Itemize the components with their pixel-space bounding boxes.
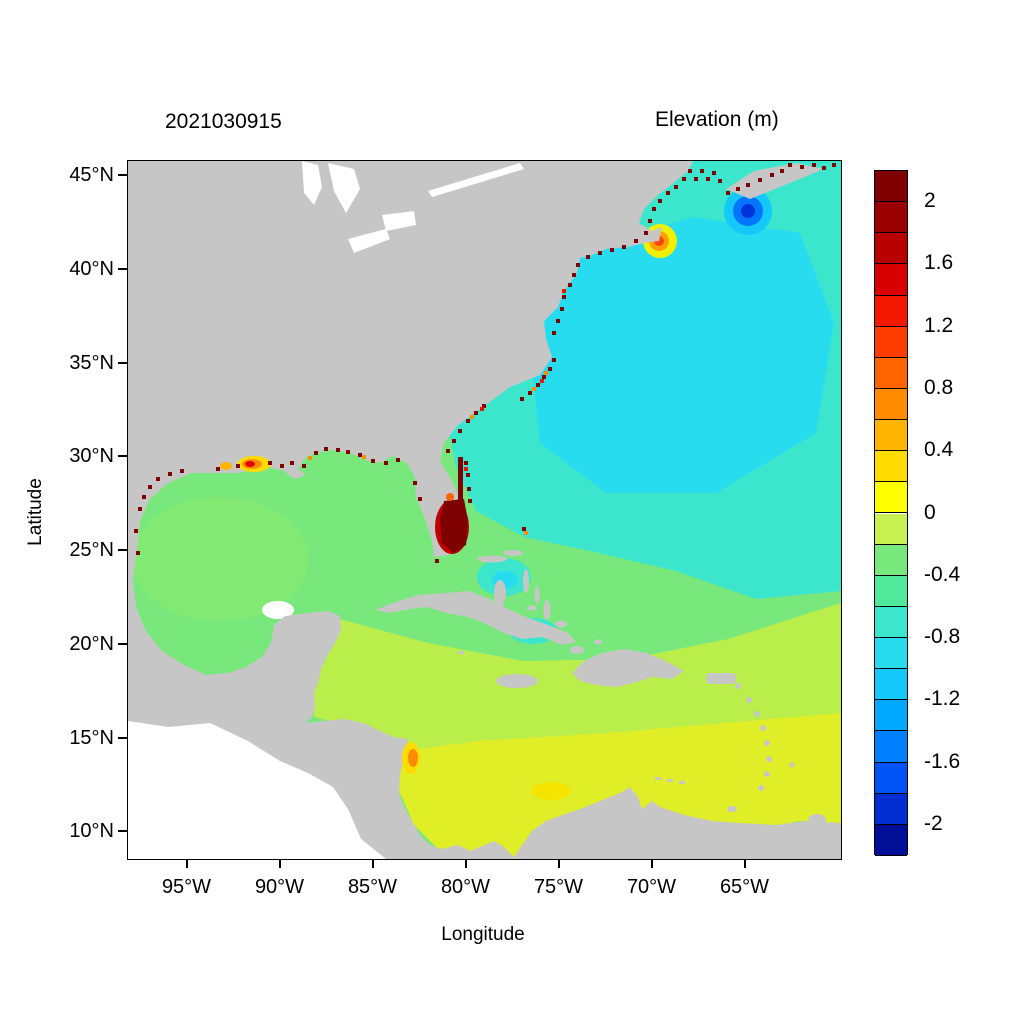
y-tick-label: 10°N	[69, 820, 114, 843]
colorbar-cell	[875, 544, 907, 576]
y-tick-mark	[118, 455, 127, 458]
y-tick-mark	[118, 361, 127, 364]
colorbar-cell	[875, 575, 907, 607]
x-tick-label: 65°W	[719, 876, 770, 898]
colorbar-cell	[875, 451, 907, 483]
great-lakes	[302, 161, 524, 253]
colorbar-tick-label: 1.2	[924, 313, 954, 337]
x-tick-label: 75°W	[533, 876, 584, 898]
colorbar-tick-label: -1.2	[924, 687, 961, 711]
colorbar-tick-label: 0.4	[924, 438, 954, 462]
colorbar-cell	[875, 606, 907, 639]
y-tick-mark	[118, 549, 127, 552]
x-tick-mark	[464, 859, 467, 868]
land-north-central-south-america	[128, 161, 841, 859]
colorbar-tick-label: -0.8	[924, 625, 961, 649]
x-axis-label: Longitude	[441, 924, 525, 945]
y-tick-label: 15°N	[69, 726, 114, 749]
y-tick-mark	[118, 267, 127, 270]
x-tick-label: 90°W	[254, 876, 305, 898]
colorbar-cell	[875, 388, 907, 421]
land-lesser-antilles	[458, 651, 826, 826]
y-axis-label: Latitude	[25, 478, 46, 546]
y-tick-label: 40°N	[69, 257, 114, 280]
colorbar-cell	[875, 824, 907, 856]
colorbar-tick-label: 0	[924, 500, 936, 524]
colorbar-cell	[875, 700, 907, 732]
colorbar-tick-label: 0.8	[924, 375, 954, 399]
colorbar-cell	[875, 171, 907, 203]
colorbar-title: Elevation (m)	[655, 108, 779, 131]
map-plot-frame	[127, 160, 842, 860]
land-puerto-rico	[706, 673, 736, 684]
colorbar-cell	[875, 295, 907, 327]
colorbar-cell	[875, 762, 907, 794]
x-tick-mark	[185, 859, 188, 868]
x-tick-mark	[557, 859, 560, 868]
colorbar	[874, 170, 908, 856]
y-tick-label: 35°N	[69, 351, 114, 374]
coastal-extremes	[134, 163, 836, 774]
colorbar-tick-label: -0.4	[924, 562, 961, 586]
colorbar-cell	[875, 202, 907, 234]
y-tick-label: 20°N	[69, 632, 114, 655]
x-tick-mark	[650, 859, 653, 868]
colorbar-cell	[875, 326, 907, 358]
colorbar-cell	[875, 669, 907, 701]
colorbar-cell	[875, 482, 907, 514]
land-masses	[128, 161, 841, 859]
y-tick-mark	[118, 830, 127, 833]
colorbar-cell	[875, 793, 907, 825]
colorbar-tick-label: -1.6	[924, 749, 961, 773]
elevation-map	[128, 161, 841, 859]
y-tick-mark	[118, 736, 127, 739]
land-hispaniola	[572, 649, 684, 687]
land-bahamas	[477, 550, 602, 654]
pacific-outside-domain-mask	[128, 721, 386, 859]
gulf-of-maine-anomalies	[643, 187, 772, 258]
run-timestamp-title: 2021030915	[165, 110, 282, 133]
colorbar-cell	[875, 638, 907, 670]
colorbar-labels: 2 1.6 1.2 0.8 0.4 0 -0.4 -0.8 -1.2 -1.6 -2	[924, 170, 1004, 855]
x-tick-mark	[278, 859, 281, 868]
colorbar-cell	[875, 513, 907, 545]
land-cuba	[375, 591, 576, 645]
colorbar-cell	[875, 233, 907, 265]
colorbar-cell	[875, 357, 907, 389]
x-tick-label: 70°W	[626, 876, 677, 898]
land-jamaica	[496, 674, 538, 688]
land-nova-scotia	[726, 163, 824, 199]
colorbar-cell	[875, 264, 907, 296]
colorbar-cell	[875, 420, 907, 452]
y-tick-mark	[118, 174, 127, 176]
colorbar-cell	[875, 731, 907, 763]
colorbar-tick-label: 2	[924, 189, 936, 213]
y-tick-label: 30°N	[69, 445, 114, 468]
x-tick-label: 95°W	[161, 876, 212, 898]
y-tick-label: 45°N	[69, 164, 114, 186]
x-tick-label: 80°W	[440, 876, 491, 898]
colorbar-tick-label: -2	[924, 811, 943, 835]
x-tick-label: 85°W	[347, 876, 398, 898]
x-tick-mark	[371, 859, 374, 868]
colorbar-tick-label: 1.6	[924, 251, 954, 275]
y-tick-mark	[118, 642, 127, 645]
x-tick-mark	[743, 859, 746, 868]
